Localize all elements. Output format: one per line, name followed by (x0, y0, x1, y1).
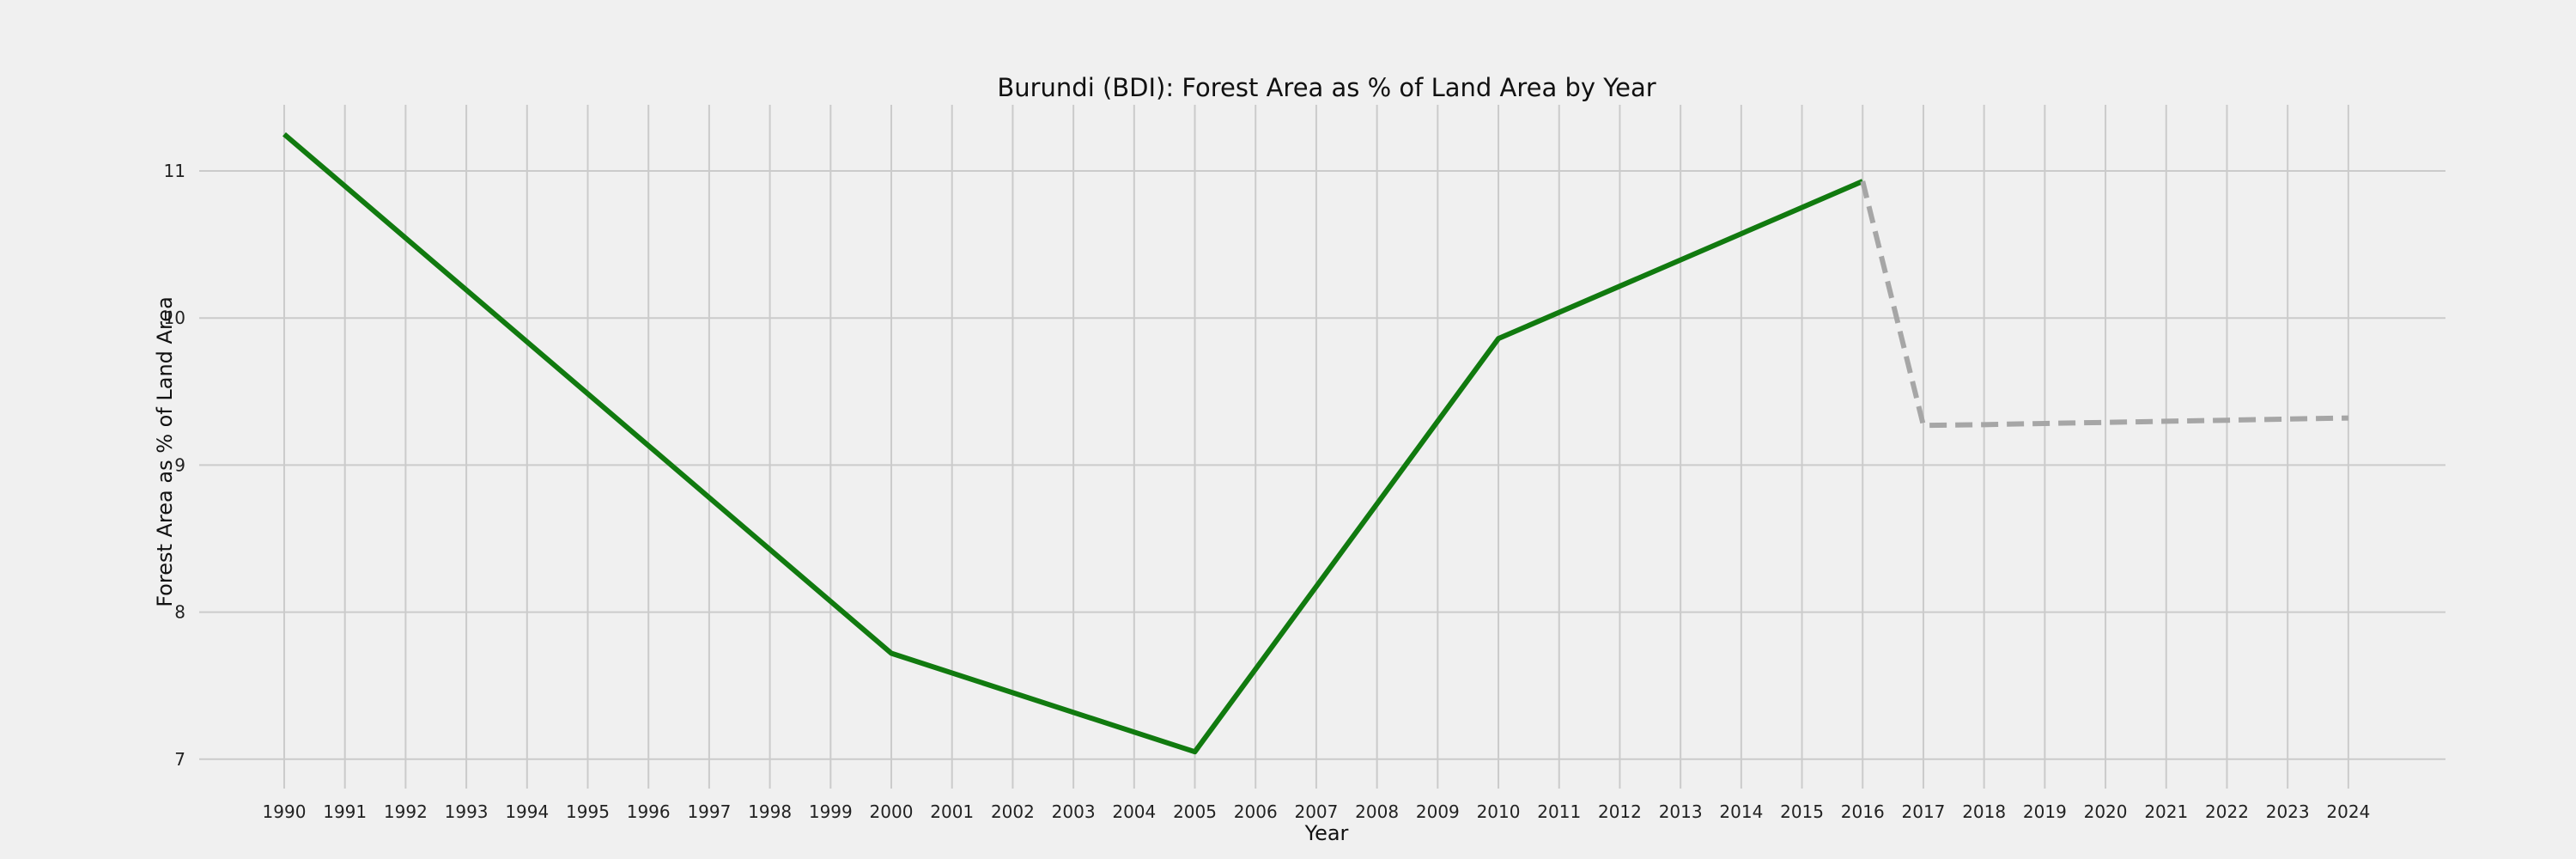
dashed-series-line (1860, 180, 2348, 429)
series-lines (283, 131, 2348, 755)
x-tick-label: 2011 (1537, 801, 1581, 822)
x-tick-label: 2009 (1416, 801, 1460, 822)
x-tick-label: 2003 (1052, 801, 1096, 822)
x-tick-label: 2021 (2144, 801, 2188, 822)
x-tick-label: 1999 (809, 801, 853, 822)
x-tick-label: 2015 (1780, 801, 1824, 822)
x-tick-label: 2024 (2326, 801, 2370, 822)
x-tick-label: 2016 (1841, 801, 1885, 822)
x-tick-label: 2004 (1112, 801, 1156, 822)
x-tick-label: 2006 (1234, 801, 1278, 822)
x-tick-label: 2007 (1294, 801, 1338, 822)
solid-series-line (283, 131, 1864, 755)
x-tick-label: 2019 (2023, 801, 2067, 822)
x-tick-label: 2000 (870, 801, 914, 822)
x-tick-label: 2018 (1962, 801, 2006, 822)
x-tick-label: 2010 (1477, 801, 1521, 822)
chart-title: Burundi (BDI): Forest Area as % of Land … (997, 73, 1656, 102)
y-tick-label: 9 (174, 454, 185, 475)
x-axis-label: Year (1304, 821, 1349, 845)
x-tick-label: 2020 (2084, 801, 2128, 822)
x-tick-label: 1996 (627, 801, 671, 822)
x-tick-label: 1998 (748, 801, 792, 822)
x-tick-label: 2013 (1659, 801, 1703, 822)
x-tick-label: 2005 (1173, 801, 1217, 822)
x-tick-label: 2023 (2266, 801, 2310, 822)
x-tick-label: 1997 (687, 801, 731, 822)
x-tick-label: 1990 (263, 801, 307, 822)
x-tick-label: 1991 (323, 801, 367, 822)
x-tick-label: 2014 (1719, 801, 1763, 822)
x-tick-label: 2002 (991, 801, 1035, 822)
x-tick-label: 1993 (445, 801, 489, 822)
y-tick-label: 8 (174, 602, 185, 623)
y-axis-ticks: 7 8 9 10 11 (164, 161, 185, 770)
y-axis-label: Forest Area as % of Land Area (153, 296, 177, 607)
x-axis-ticks: 1990 1991 1992 1993 1994 1995 1996 1997 1998 1999… (263, 801, 2371, 822)
x-tick-label: 2008 (1355, 801, 1399, 822)
y-tick-label: 7 (174, 749, 185, 770)
y-tick-label: 10 (164, 308, 185, 328)
x-tick-label: 2022 (2205, 801, 2249, 822)
x-tick-label: 1992 (384, 801, 428, 822)
x-tick-label: 1995 (566, 801, 610, 822)
x-tick-label: 1994 (505, 801, 549, 822)
y-tick-label: 11 (164, 161, 185, 181)
x-tick-label: 2001 (930, 801, 974, 822)
x-tick-label: 2017 (1902, 801, 1946, 822)
grid (199, 105, 2445, 789)
x-tick-label: 2012 (1598, 801, 1642, 822)
